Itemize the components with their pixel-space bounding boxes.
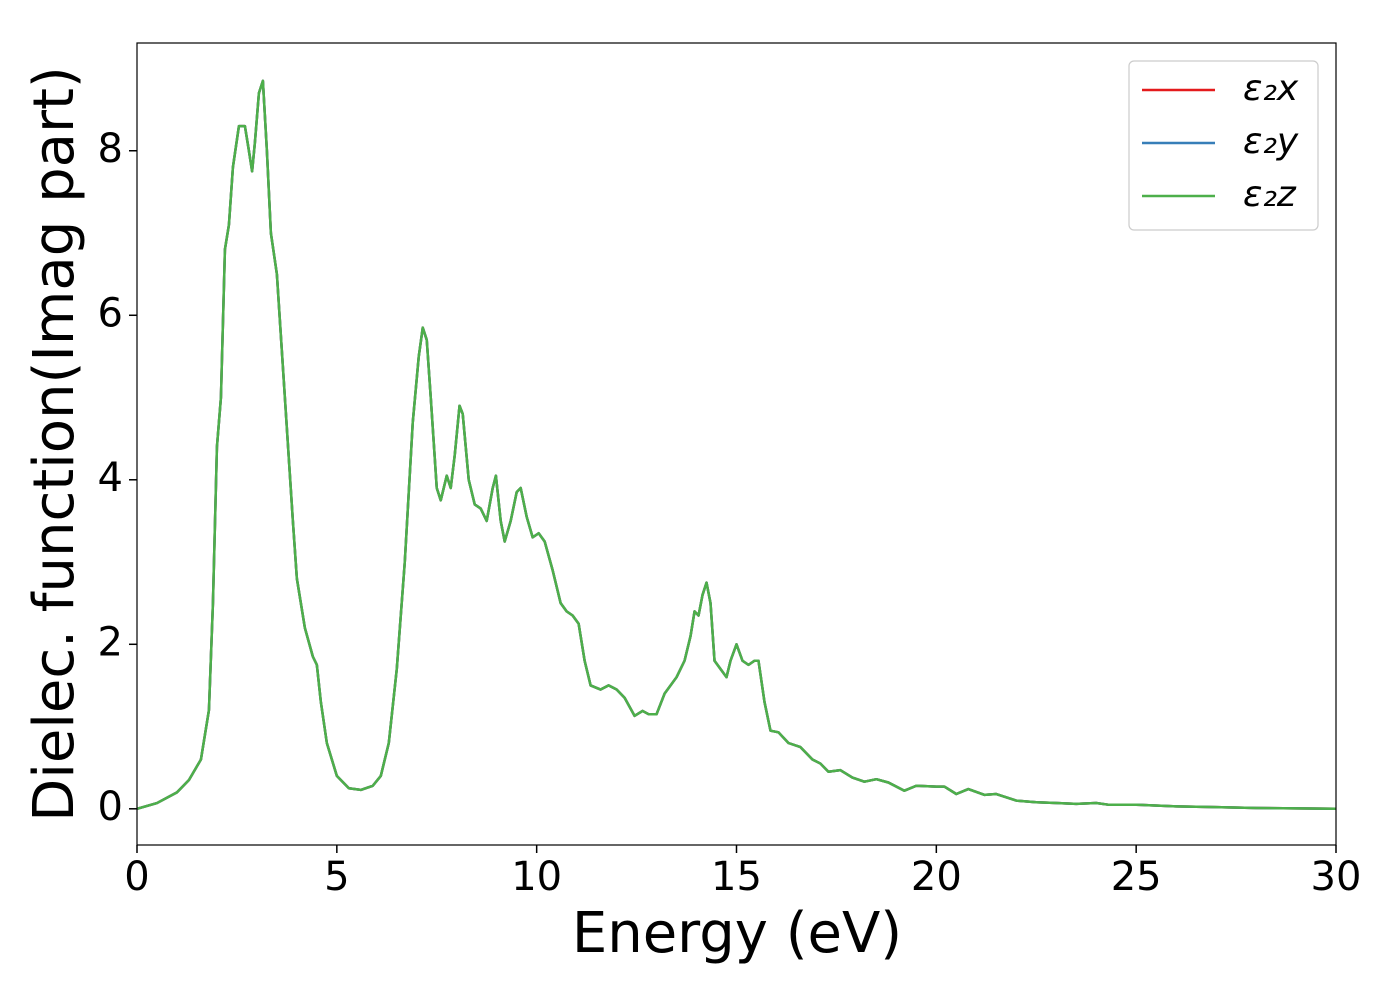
x-tick-label: 20 [911, 854, 962, 900]
y-tick-label: 2 [98, 619, 123, 665]
x-tick-label: 10 [511, 854, 562, 900]
x-tick-label: 0 [124, 854, 149, 900]
x-tick-label: 5 [324, 854, 349, 900]
x-axis-label: Energy (eV) [572, 901, 902, 966]
legend-label: ε₂x [1243, 68, 1299, 109]
x-tick-label: 25 [1111, 854, 1162, 900]
legend-label: ε₂z [1243, 174, 1297, 215]
legend-label: ε₂y [1243, 121, 1299, 162]
x-tick-label: 30 [1311, 854, 1362, 900]
line-series [136, 79, 1337, 811]
y-tick-label: 8 [98, 126, 123, 172]
x-tick-label: 15 [711, 854, 762, 900]
y-tick-label: 4 [98, 455, 123, 501]
y-axis-label: Dielec. function(Imag part) [22, 66, 87, 822]
y-tick-label: 0 [98, 784, 123, 830]
y-tick-label: 6 [98, 290, 123, 336]
legend-box [1128, 60, 1319, 231]
plot-frame [136, 42, 1337, 846]
